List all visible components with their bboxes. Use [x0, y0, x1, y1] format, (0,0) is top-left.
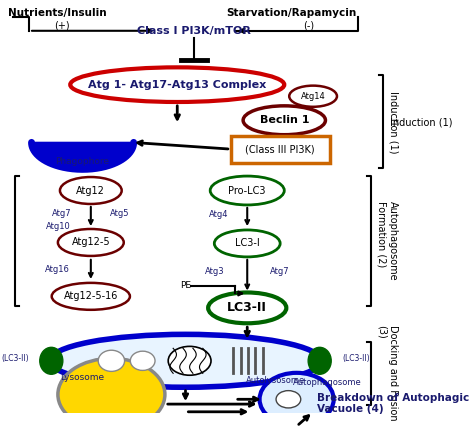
Ellipse shape — [289, 86, 337, 107]
Ellipse shape — [70, 67, 284, 102]
Ellipse shape — [214, 230, 280, 257]
Ellipse shape — [52, 283, 130, 310]
Text: Phagophore: Phagophore — [55, 157, 109, 166]
Text: Atg7: Atg7 — [52, 209, 72, 218]
Bar — [231, 136, 329, 163]
Ellipse shape — [243, 106, 326, 135]
Text: (-): (-) — [303, 20, 315, 30]
Text: Atg12-5: Atg12-5 — [72, 238, 110, 248]
Text: Autophagosome: Autophagosome — [292, 378, 361, 387]
Text: Starvation/Rapamycin: Starvation/Rapamycin — [227, 8, 357, 18]
Text: Atg12-5-16: Atg12-5-16 — [64, 291, 118, 301]
Text: Beclin 1: Beclin 1 — [260, 115, 309, 125]
Text: Atg5: Atg5 — [110, 209, 129, 218]
Text: Docking and Fusion
(3): Docking and Fusion (3) — [376, 326, 398, 421]
Ellipse shape — [58, 358, 165, 429]
Text: Atg12: Atg12 — [76, 185, 105, 196]
Ellipse shape — [168, 346, 211, 375]
Text: (Class III PI3K): (Class III PI3K) — [246, 144, 315, 154]
Ellipse shape — [260, 373, 334, 426]
Text: (LC3-II): (LC3-II) — [342, 354, 370, 363]
Text: PE: PE — [180, 281, 191, 290]
Text: Atg7: Atg7 — [269, 267, 289, 276]
Text: Atg3: Atg3 — [205, 267, 225, 276]
Text: Autolysosome: Autolysosome — [246, 375, 306, 384]
Polygon shape — [32, 142, 134, 169]
Ellipse shape — [130, 351, 155, 370]
Text: Atg 1- Atg17-Atg13 Complex: Atg 1- Atg17-Atg13 Complex — [88, 80, 266, 90]
Text: Atg14: Atg14 — [301, 92, 326, 101]
Text: Pro-LC3: Pro-LC3 — [228, 185, 266, 196]
Text: Lysosome: Lysosome — [61, 373, 105, 382]
Text: Nutrients/Insulin: Nutrients/Insulin — [9, 8, 107, 18]
Ellipse shape — [58, 229, 124, 256]
Text: Autophagosome
Formation (2): Autophagosome Formation (2) — [376, 201, 398, 280]
Text: Atg4: Atg4 — [209, 210, 228, 219]
Text: Induction (1): Induction (1) — [390, 117, 452, 127]
Text: Breakdown of Autophagic
Vacuole (4): Breakdown of Autophagic Vacuole (4) — [317, 393, 469, 414]
Circle shape — [308, 347, 331, 374]
Ellipse shape — [50, 334, 321, 387]
Text: LC3-II: LC3-II — [228, 302, 267, 314]
Text: Atg10: Atg10 — [46, 222, 70, 231]
Text: (+): (+) — [54, 20, 70, 30]
Text: Atg16: Atg16 — [46, 265, 70, 274]
Circle shape — [40, 347, 63, 374]
Text: LC3-I: LC3-I — [235, 239, 260, 248]
Text: (LC3-II): (LC3-II) — [1, 354, 29, 363]
Ellipse shape — [210, 176, 284, 205]
Ellipse shape — [98, 350, 125, 372]
Ellipse shape — [208, 293, 286, 323]
Ellipse shape — [60, 177, 122, 204]
Text: Induction (1): Induction (1) — [388, 91, 398, 154]
Text: Class I PI3K/mTOR: Class I PI3K/mTOR — [137, 26, 251, 36]
Ellipse shape — [276, 391, 301, 408]
